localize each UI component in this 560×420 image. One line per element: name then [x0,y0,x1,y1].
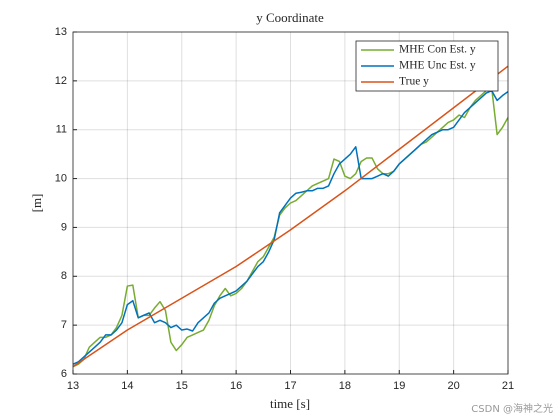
x-tick-label: 18 [339,380,351,392]
x-tick-label: 16 [230,380,242,392]
y-tick-label: 6 [61,368,67,380]
y-tick-label: 12 [55,75,67,87]
series-line [72,65,509,368]
series-line [72,89,509,365]
y-tick-label: 13 [55,26,67,38]
legend-label: MHE Con Est. y [399,44,476,56]
legend-label: True y [399,76,429,88]
y-tick-label: 8 [61,270,67,282]
y-tick-label: 7 [61,319,67,331]
x-tick-label: 14 [121,380,133,392]
watermark: CSDN @海神之光 [471,402,553,415]
x-tick-label: 21 [502,380,514,392]
x-tick-label: 19 [393,380,405,392]
y-axis-label: [m] [29,194,44,213]
y-tick-label: 9 [61,221,67,233]
x-tick-label: 15 [176,380,188,392]
y-tick-label: 11 [56,124,67,136]
x-tick-label: 20 [448,380,460,392]
legend-label: MHE Unc Est. y [399,60,476,72]
x-axis-label: time [s] [270,396,310,411]
x-tick-label: 13 [67,380,79,392]
y-tick-label: 10 [55,172,67,184]
chart-title: y Coordinate [256,10,324,25]
x-tick-label: 17 [284,380,296,392]
axes-box [72,31,509,375]
